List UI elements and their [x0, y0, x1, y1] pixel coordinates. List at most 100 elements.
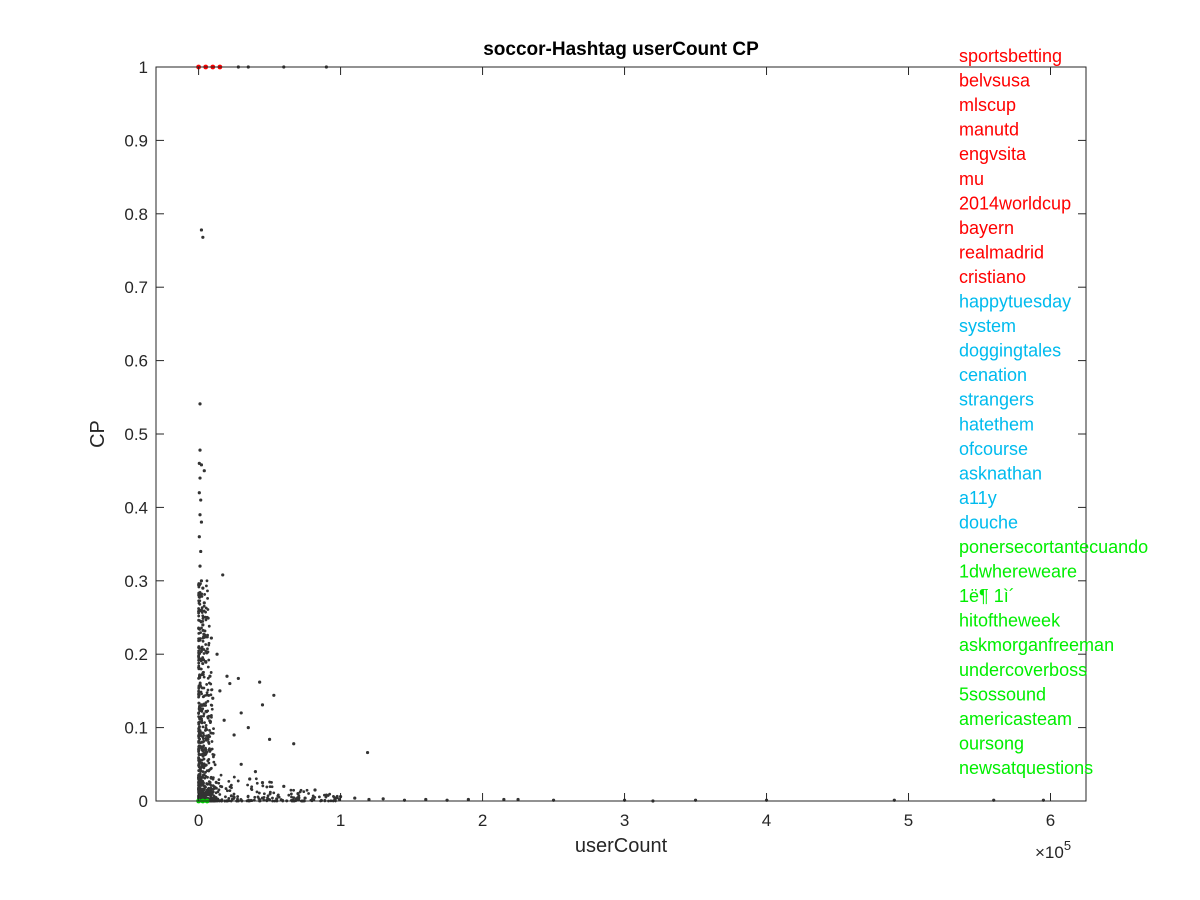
cloud-point: [198, 602, 202, 606]
data-point: [353, 796, 357, 800]
cloud-point: [200, 746, 203, 750]
cloud-point: [277, 795, 281, 799]
red-hashtag-label: engvsita: [959, 144, 1027, 164]
cloud-point: [202, 702, 206, 706]
data-point: [199, 520, 204, 524]
cloud-point: [204, 649, 208, 653]
cloud-point: [204, 723, 208, 727]
cloud-point: [197, 715, 201, 719]
cloud-point: [199, 631, 202, 635]
cloud-point: [203, 796, 207, 799]
cloud-point: [197, 712, 201, 715]
cloud-point: [230, 786, 233, 790]
cloud-point: [232, 792, 236, 796]
data-point: [198, 402, 202, 406]
cloud-point: [337, 797, 341, 801]
cloud-point: [201, 765, 205, 769]
cloud-point: [202, 658, 206, 661]
data-point: [202, 469, 206, 473]
chart-title: soccor-Hashtag userCount CP: [483, 39, 759, 60]
green-hashtag-label: americasteam: [959, 709, 1072, 729]
cloud-point: [197, 676, 201, 680]
cloud-point: [197, 721, 200, 725]
cloud-point: [197, 769, 201, 772]
blue-hashtag-label: asknathan: [959, 463, 1042, 483]
cloud-point: [209, 776, 213, 780]
cloud-point: [200, 611, 204, 614]
cloud-point: [224, 787, 228, 790]
cloud-point: [200, 787, 204, 791]
cloud-point: [209, 671, 213, 674]
data-point: [424, 797, 428, 802]
cloud-point: [204, 770, 207, 774]
cloud-point: [209, 767, 213, 771]
cloud-point: [207, 733, 210, 737]
cloud-point: [197, 585, 201, 589]
green-hashtag-label: oursong: [959, 733, 1024, 753]
cloud-point: [205, 691, 209, 695]
blue-hashtag-label: system: [959, 316, 1016, 336]
cloud-point: [228, 789, 232, 792]
data-point: [248, 777, 252, 781]
cloud-point: [197, 661, 201, 665]
cloud-point: [202, 632, 206, 636]
data-point: [201, 586, 205, 590]
cloud-point: [213, 787, 216, 790]
cloud-point: [205, 734, 208, 738]
cloud-point: [307, 792, 310, 795]
cloud-point: [209, 682, 213, 686]
data-point: [205, 615, 209, 620]
blue-hashtag-label: happytuesday: [959, 292, 1071, 312]
cloud-point: [204, 701, 208, 705]
cloud-point: [202, 773, 205, 777]
data-point: [232, 733, 236, 737]
cloud-point: [202, 635, 205, 638]
cloud-point: [236, 795, 240, 798]
data-point: [260, 703, 265, 707]
data-point: [246, 726, 250, 730]
cloud-point: [211, 784, 215, 788]
cloud-point: [201, 617, 205, 620]
cloud-point: [197, 690, 201, 694]
cloud-point: [199, 667, 203, 671]
cloud-point: [201, 639, 205, 643]
cloud-point: [270, 780, 273, 784]
blue-hashtag-label: doggingtales: [959, 341, 1061, 361]
red-hashtag-label: belvsusa: [959, 71, 1031, 91]
cloud-point: [207, 624, 211, 628]
data-point: [324, 793, 328, 797]
cloud-point: [219, 773, 223, 777]
y-tick-label: 0.3: [124, 572, 148, 591]
cloud-point: [204, 610, 207, 614]
cloud-point: [201, 673, 205, 677]
cloud-point: [292, 796, 296, 800]
cloud-point: [332, 795, 335, 798]
cloud-point: [199, 582, 202, 586]
cloud-point: [210, 707, 214, 711]
cloud-point: [207, 786, 211, 790]
data-point: [292, 742, 296, 746]
hashtag-label-list: sportsbetting belvsusa mlscup manutd engvsit…: [959, 46, 1148, 778]
x-exponent-label: ×105: [1035, 838, 1071, 862]
cloud-point: [197, 726, 201, 730]
cloud-point: [200, 606, 204, 610]
cloud-point: [254, 777, 258, 781]
y-tick-label: 0.2: [124, 645, 148, 664]
cloud-point: [197, 747, 200, 751]
cloud-point: [246, 795, 250, 799]
cloud-point: [220, 785, 224, 789]
green-hashtag-label: 5sossound: [959, 684, 1046, 704]
cloud-point: [199, 650, 203, 654]
cloud-point: [216, 790, 220, 794]
cloud-point: [203, 694, 206, 698]
cloud-point: [229, 794, 233, 798]
cloud-point: [206, 597, 209, 600]
red-hashtag-label: mu: [959, 169, 984, 189]
cloud-point: [204, 763, 208, 767]
cloud-point: [197, 777, 201, 781]
cloud-point: [202, 744, 206, 748]
cloud-point: [201, 628, 205, 632]
cloud-point: [205, 579, 209, 583]
axes-layer: 0 1 2 3 4 5 6 0 0.1 0.2 0.3 0.4 0.5 0.6 0.7 0.8 0.9 1: [124, 58, 1087, 830]
